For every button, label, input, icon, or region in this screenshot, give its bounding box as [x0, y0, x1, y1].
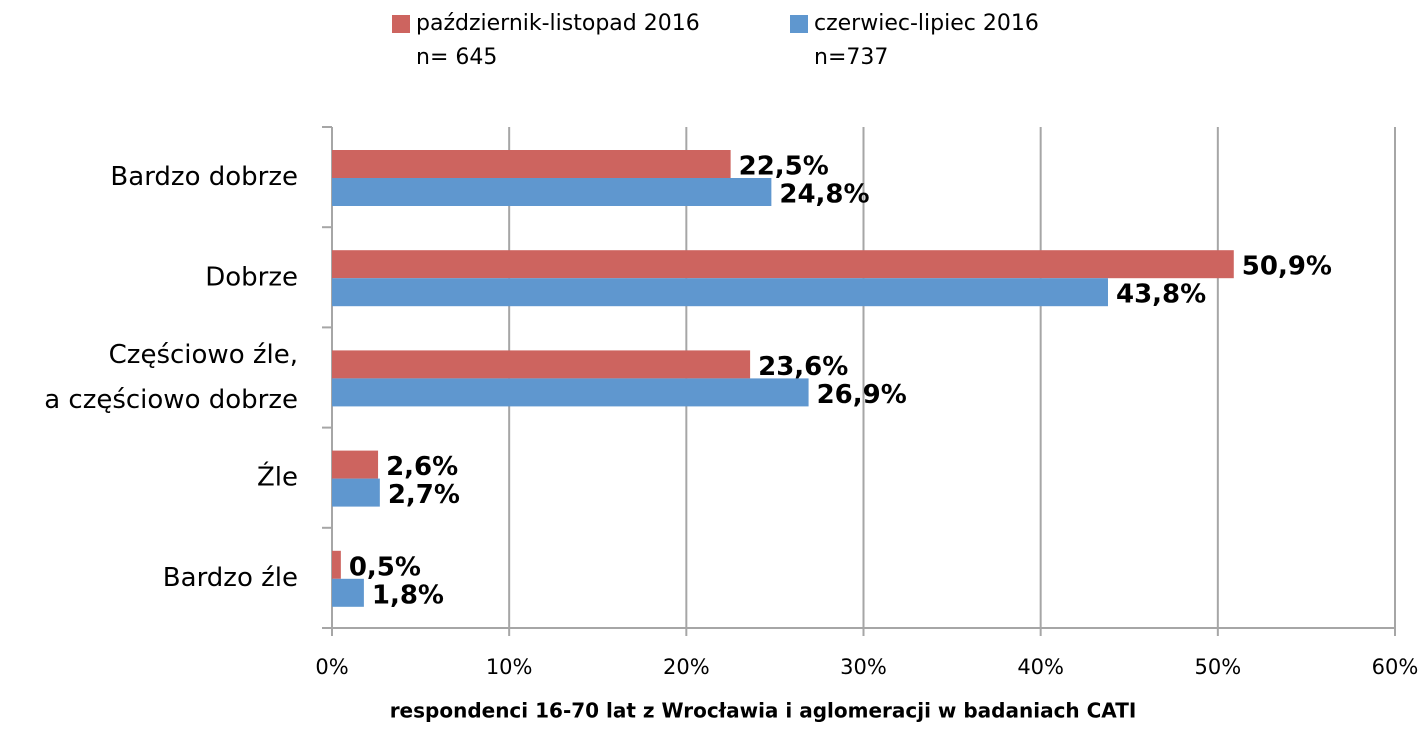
bar — [332, 150, 731, 178]
x-axis-label: respondenci 16-70 lat z Wrocławia i aglo… — [390, 699, 1137, 723]
x-tick-label: 10% — [486, 655, 533, 679]
x-tick-label: 60% — [1372, 655, 1419, 679]
bar — [332, 350, 751, 379]
data-label: 23,6% — [758, 352, 848, 382]
y-tick-label: Częściowo źle, a częściowo dobrze — [44, 340, 298, 415]
legend-label: październik-listopad 2016 n= 645 — [416, 11, 700, 70]
bar — [332, 378, 809, 407]
x-tick-label: 0% — [315, 655, 348, 679]
data-label: 2,7% — [388, 480, 460, 510]
bar — [332, 578, 364, 607]
x-tick-label: 50% — [1194, 655, 1241, 679]
bar — [332, 450, 379, 479]
bar — [332, 478, 380, 507]
y-tick-label: Źle — [257, 460, 298, 492]
bar — [332, 278, 1108, 307]
legend-swatch — [392, 15, 410, 33]
data-label: 24,8% — [779, 180, 869, 210]
x-tick-label: 20% — [663, 655, 710, 679]
data-label: 2,6% — [386, 452, 458, 482]
data-label: 1,8% — [372, 580, 444, 610]
data-label: 22,5% — [739, 152, 829, 182]
data-label: 50,9% — [1242, 252, 1332, 282]
bar — [332, 178, 772, 206]
legend-label: czerwiec-lipiec 2016 n=737 — [814, 11, 1039, 70]
y-tick-label: Bardzo dobrze — [110, 162, 298, 192]
x-tick-label: 30% — [840, 655, 887, 679]
legend-swatch — [790, 15, 808, 33]
x-tick-label: 40% — [1017, 655, 1064, 679]
y-tick-label: Bardzo źle — [163, 562, 298, 592]
data-label: 0,5% — [349, 552, 421, 582]
data-label: 26,9% — [817, 380, 907, 410]
data-label: 43,8% — [1116, 280, 1206, 310]
bar — [332, 250, 1234, 279]
bar — [332, 550, 341, 579]
y-tick-label: Dobrze — [205, 262, 298, 292]
